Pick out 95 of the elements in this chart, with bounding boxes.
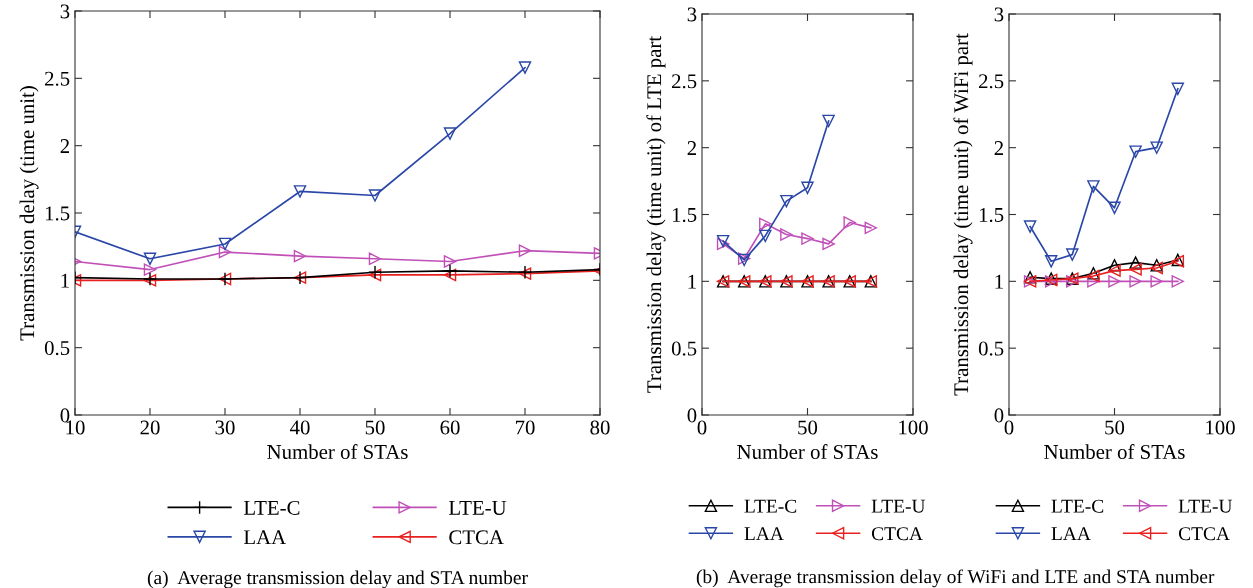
point [759,229,772,243]
point [801,181,814,195]
legend-label: LTE-U [448,501,507,515]
point [1129,275,1142,288]
legend-label: LTE-C [243,500,300,515]
point [518,61,532,74]
y-tick-label: 2.5 [672,74,697,89]
x-tick-label: 100 [1206,420,1235,435]
y-tick-label: 0.5 [44,341,70,356]
point [368,189,382,202]
point [822,114,835,128]
point [1129,145,1142,158]
x-tick-label: 80 [590,420,610,435]
point [1108,264,1121,277]
point [1171,275,1185,288]
y-tick-label: 1 [688,274,696,289]
point [1023,271,1037,284]
point [218,245,232,259]
legend-label: LAA [744,527,784,541]
point [1087,180,1100,193]
y-axis-title: Transmission delay (time unit) [19,86,39,341]
x-tick-label: 20 [140,420,160,435]
point [143,263,157,276]
x-axis-title: Number of STAs [737,444,878,459]
legend-label: LTE-C [1051,499,1104,513]
point [822,237,835,251]
point [864,221,878,235]
point [780,228,793,241]
point [443,127,457,140]
point [518,244,532,257]
x-tick-label: 70 [515,420,535,435]
point [801,232,814,245]
point [1129,256,1142,269]
legend-label: CTCA [871,527,923,541]
y-tick-label: 1 [61,273,69,288]
point [293,185,307,198]
point [1066,248,1079,261]
y-tick-label: 2 [687,141,696,155]
point [780,194,793,208]
y-tick-label: 0.5 [671,341,697,356]
x-tick-label: 50 [798,420,818,435]
legend-label: LAA [243,530,287,545]
y-tick-label: 2 [60,139,69,153]
point [1108,275,1121,288]
point [1129,263,1142,276]
point [1023,220,1037,233]
legend-label: LTE-U [1178,499,1233,513]
y-tick-label: 0 [994,408,1004,423]
point [443,268,457,282]
legend-label: LAA [1051,527,1091,541]
legend-label: LTE-C [744,499,797,513]
point [1087,275,1100,288]
x-tick-label: 50 [1105,420,1125,435]
y-tick-label: 1.5 [672,207,697,223]
x-tick-label: 0 [1004,420,1014,435]
y-tick-label: 1.5 [45,206,70,221]
x-tick-label: 0 [697,420,707,435]
y-axis-title: Transmission delay (time unit) of WiFi part [953,33,973,396]
x-tick-label: 40 [289,420,310,435]
point [843,216,856,229]
y-tick-label: 2 [994,141,1003,155]
point [368,252,382,266]
y-tick-label: 1 [995,274,1003,289]
y-tick-label: 1.5 [979,207,1004,223]
point [218,237,232,251]
x-tick-label: 100 [899,420,928,435]
y-tick-label: 3 [994,7,1004,22]
point [1108,201,1121,215]
y-tick-label: 3 [60,4,70,19]
x-tick-label: 50 [365,420,385,435]
point [1044,255,1058,268]
y-tick-label: 2.5 [979,74,1004,89]
legend-label: CTCA [449,530,504,545]
point [1108,259,1121,272]
x-axis-title: Number of STAs [267,444,408,459]
x-axis-title: Number of STAs [1044,444,1185,459]
point [1171,82,1185,96]
point [1150,275,1163,288]
point [293,249,307,263]
y-tick-label: 0 [687,408,697,423]
x-tick-label: 60 [440,420,460,435]
point [759,217,772,231]
point [443,255,457,268]
point [1150,141,1163,154]
text: (b) Average transmission delay of WiFi and LTE and STA number [696,569,1215,588]
text: (a) Average transmission delay and STA number [147,570,528,588]
y-axis-title: Transmission delay (time unit) of LTE part [646,36,666,393]
legend-label: CTCA [1178,527,1230,541]
legend-label: LTE-U [871,499,926,513]
point [143,252,157,266]
y-tick-label: 3 [687,7,697,22]
point [443,263,457,278]
x-tick-label: 30 [215,420,235,435]
y-tick-label: 2.5 [45,71,70,86]
y-tick-label: 0.5 [978,341,1004,356]
